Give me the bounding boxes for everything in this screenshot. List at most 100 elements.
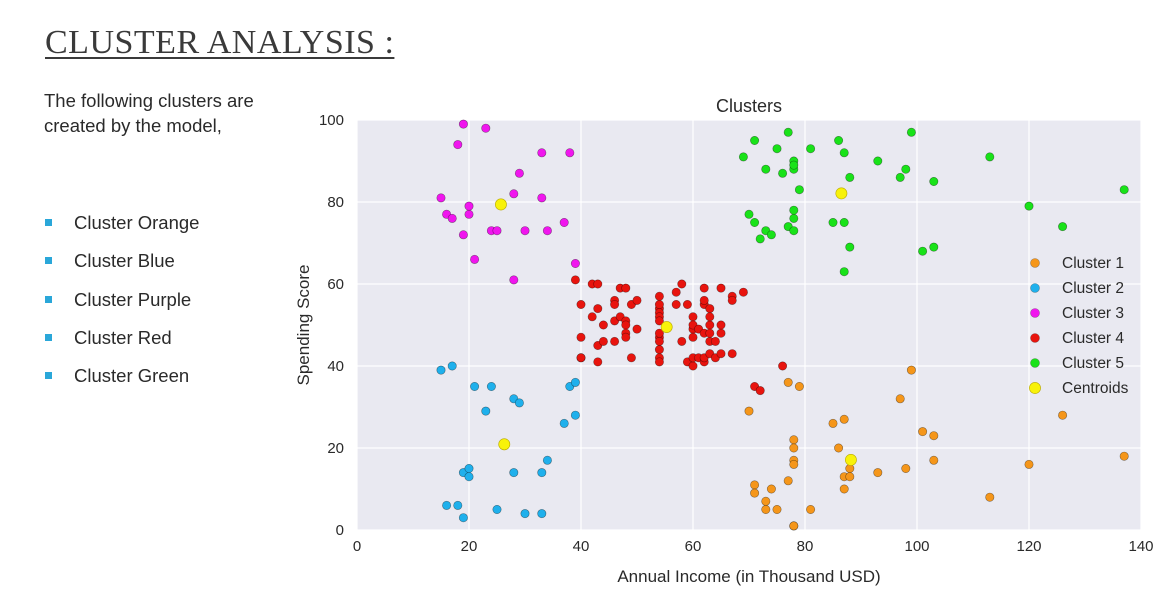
cluster-1-point	[839, 484, 849, 494]
bullet-item-green: Cluster Green	[44, 363, 199, 401]
cluster-3-point	[481, 123, 491, 133]
legend-label: Cluster 2	[1062, 280, 1124, 297]
cluster-1-point	[901, 463, 911, 473]
cluster-1-point	[789, 459, 799, 469]
bullet-square-icon	[45, 295, 52, 303]
cluster-1-point	[750, 480, 760, 490]
cluster-3-point	[514, 168, 524, 178]
cluster-4-point	[621, 320, 631, 330]
cluster-2-point	[514, 398, 524, 408]
cluster-2-point	[486, 381, 496, 391]
cluster-5-point	[1024, 201, 1034, 211]
y-tick-label: 80	[327, 194, 344, 211]
cluster-2-point	[464, 463, 474, 473]
y-tick-label: 100	[319, 112, 344, 129]
y-tick-label: 40	[327, 358, 344, 375]
cluster-2-point	[570, 410, 580, 420]
cluster-4-point	[699, 283, 709, 293]
cluster-2-point	[492, 504, 502, 514]
cluster-5-point	[918, 246, 928, 256]
cluster-4-point	[587, 312, 597, 322]
legend-label: Cluster 4	[1062, 330, 1124, 347]
cluster-2-point	[442, 500, 452, 510]
cluster-4-point	[671, 287, 681, 297]
cluster-2-point	[542, 455, 552, 465]
bullet-square-icon	[45, 372, 52, 380]
y-tick-label: 60	[327, 276, 344, 293]
cluster-3-point	[570, 259, 580, 269]
cluster-5-point	[895, 172, 905, 182]
cluster-2-point	[481, 406, 491, 416]
cluster-3-point	[464, 209, 474, 219]
page-title: CLUSTER ANALYSIS :	[45, 24, 395, 61]
y-axis-label: Spending Score	[294, 265, 313, 386]
cluster-3-point	[520, 226, 530, 236]
cluster-4-point	[738, 287, 748, 297]
cluster-4-point	[710, 336, 720, 346]
cluster-4-point	[688, 361, 698, 371]
cluster-1-point	[1024, 459, 1034, 469]
cluster-1-point	[985, 492, 995, 502]
cluster-4-point	[610, 336, 620, 346]
cluster-3-point	[458, 119, 468, 129]
cluster-3-point	[492, 226, 502, 236]
x-tick-label: 100	[904, 538, 929, 555]
y-tick-label: 0	[336, 522, 344, 539]
cluster-2-point	[537, 468, 547, 478]
centroid-point	[495, 198, 507, 211]
cluster-4-point	[593, 304, 603, 314]
cluster-1-point	[806, 504, 816, 514]
cluster-1-point	[744, 406, 754, 416]
centroid-point	[498, 438, 511, 451]
cluster-5-point	[761, 164, 771, 174]
cluster-1-point	[895, 394, 905, 404]
cluster-2-point	[509, 468, 519, 478]
cluster-5-point	[929, 242, 939, 252]
cluster-5-point	[901, 164, 911, 174]
legend-marker	[1030, 358, 1040, 368]
chart-title: Clusters	[716, 96, 782, 116]
cluster-5-point	[845, 242, 855, 252]
cluster-1-point	[783, 476, 793, 486]
bullet-item-blue: Cluster Blue	[44, 248, 199, 286]
cluster-4-point	[705, 320, 715, 330]
cluster-4-point	[682, 300, 692, 310]
cluster-1-point	[772, 504, 782, 514]
cluster-4-point	[593, 357, 603, 367]
data-points	[436, 119, 1129, 531]
tick-labels: 0 20 40 60 80 100 120 140 0 20 40 60 80 100	[319, 112, 1154, 555]
cluster-2-point	[458, 513, 468, 523]
bullet-label: Cluster Green	[74, 365, 190, 387]
legend-marker	[1030, 283, 1040, 293]
cluster-4-point	[716, 328, 726, 338]
cluster-1-point	[845, 472, 855, 482]
cluster-5-point	[789, 160, 799, 170]
cluster-4-point	[699, 295, 709, 305]
cluster-2-point	[453, 500, 463, 510]
cluster-4-point	[632, 324, 642, 334]
cluster-2-point	[447, 361, 457, 371]
legend-marker	[1030, 308, 1040, 318]
cluster-4-point	[778, 361, 788, 371]
cluster-3-point	[470, 254, 480, 264]
cluster-5-point	[929, 177, 939, 187]
x-tick-label: 20	[461, 538, 478, 555]
bullet-square-icon	[45, 333, 52, 341]
y-tick-label: 20	[327, 440, 344, 457]
x-tick-label: 140	[1128, 538, 1153, 555]
cluster-2-point	[559, 418, 569, 428]
cluster-4-point	[598, 320, 608, 330]
cluster-3-point	[458, 230, 468, 240]
cluster-5-point	[738, 152, 748, 162]
cluster-4-point	[626, 353, 636, 363]
cluster-4-point	[677, 279, 687, 289]
chart-legend: Cluster 1 Cluster 2 Cluster 3 Cluster 4 Clus…	[1029, 255, 1129, 397]
cluster-3-point	[453, 140, 463, 150]
cluster-5-point	[828, 218, 838, 228]
centroid-point	[660, 321, 673, 333]
cluster-scatter-chart: Clusters 0 20 40 60 80 100 120 140020406080100 …	[294, 96, 1154, 586]
cluster-5-point	[1058, 222, 1068, 232]
cluster-4-point	[716, 349, 726, 359]
x-axis-label: Annual Income (in Thousand USD)	[617, 567, 880, 586]
x-tick-label: 60	[685, 538, 702, 555]
